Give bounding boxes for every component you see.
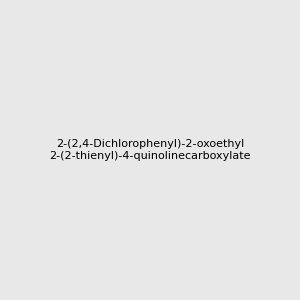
Text: 2-(2,4-Dichlorophenyl)-2-oxoethyl
2-(2-thienyl)-4-quinolinecarboxylate: 2-(2,4-Dichlorophenyl)-2-oxoethyl 2-(2-t… [49,139,251,161]
